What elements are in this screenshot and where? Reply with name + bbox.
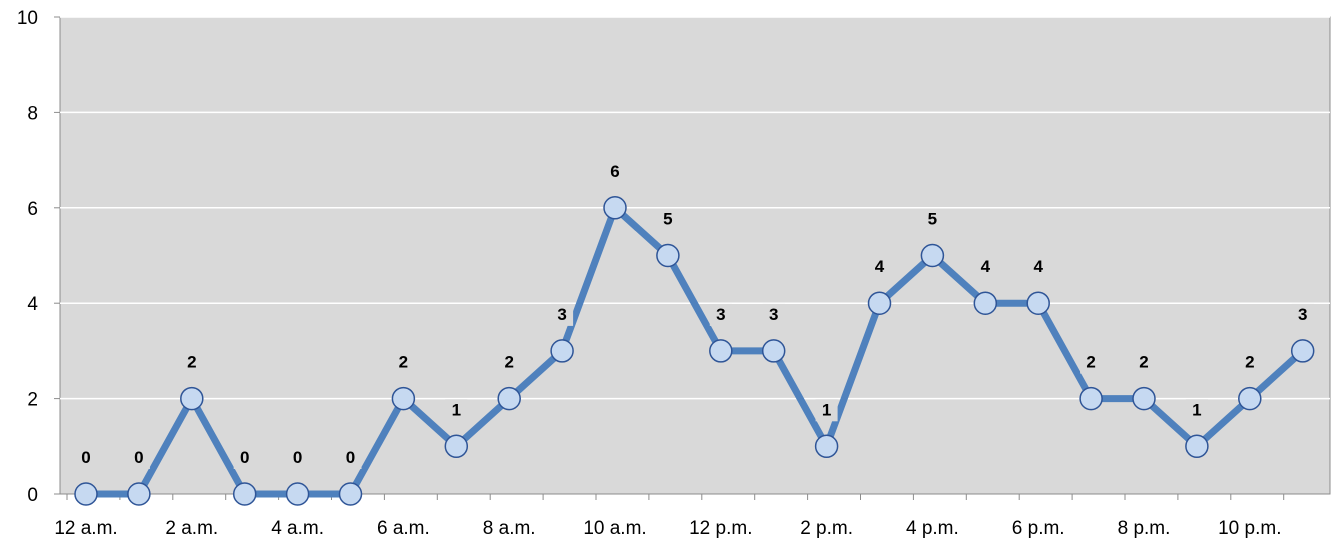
x-tick-label: 8 a.m. (483, 518, 536, 539)
x-axis-labels: 12 a.m. 2 a.m. 4 a.m. 6 a.m. 8 a.m. 10 a.m. 12… (54, 518, 1281, 539)
x-tick-label: 12 p.m. (689, 518, 752, 539)
data-point (550, 339, 574, 363)
data-label: 5 (928, 210, 937, 229)
data-label: 1 (1192, 400, 1201, 419)
y-tick-label: 4 (27, 294, 38, 315)
data-label-bg (551, 303, 574, 326)
x-tick-label: 6 p.m. (1012, 518, 1065, 539)
data-point (656, 243, 680, 268)
data-label: 6 (610, 162, 619, 181)
data-label-bg (1027, 256, 1050, 279)
x-tick-label: 6 a.m. (377, 518, 430, 539)
data-label: 2 (1086, 353, 1095, 372)
x-tick-label: 10 a.m. (583, 518, 646, 539)
data-label-bg (1238, 351, 1261, 374)
data-label-bg (1080, 351, 1103, 374)
x-tick-label: 2 a.m. (165, 518, 218, 539)
data-label: 4 (875, 257, 885, 276)
data-point (232, 482, 257, 506)
data-label: 2 (187, 353, 196, 372)
data-label-bg (604, 160, 626, 183)
data-point (814, 434, 839, 459)
data-label-bg (815, 399, 838, 422)
data-point (180, 386, 204, 411)
data-label: 3 (769, 305, 778, 324)
data-point (1079, 386, 1103, 411)
data-point (391, 386, 416, 411)
data-label: 3 (1298, 305, 1307, 324)
data-label-bg (180, 351, 203, 374)
x-tick-label: 12 a.m. (54, 518, 117, 539)
data-label: 0 (346, 448, 355, 467)
x-tick-label: 8 p.m. (1118, 518, 1171, 539)
data-label: 3 (557, 305, 566, 324)
data-label: 5 (663, 210, 672, 229)
data-point (444, 434, 469, 459)
data-point (1238, 386, 1262, 411)
data-label: 2 (399, 353, 408, 372)
data-labels: 0 0 2 0 0 0 2 1 2 3 6 5 3 3 1 4 5 4 4 2 2 1 2 3 (75, 160, 1314, 469)
data-point (285, 482, 310, 506)
plot-area (59, 16, 1331, 495)
data-label-bg (656, 208, 679, 231)
data-label-bg (762, 303, 785, 326)
data-point (338, 482, 363, 506)
data-label-bg (1185, 399, 1208, 422)
series-markers (74, 196, 1315, 506)
data-label: 4 (981, 257, 991, 276)
data-point (603, 196, 627, 220)
data-label-bg (1291, 303, 1314, 326)
data-point (127, 482, 151, 506)
data-label-bg (75, 447, 97, 469)
data-label: 0 (240, 448, 249, 467)
data-label-bg (709, 303, 732, 326)
data-label-bg (233, 447, 256, 469)
data-point (1290, 339, 1315, 363)
y-tick-label: 0 (27, 485, 38, 506)
x-tick-label: 4 a.m. (271, 518, 324, 539)
data-point (1132, 386, 1156, 411)
data-label-bg (127, 447, 150, 469)
data-label: 2 (1245, 353, 1254, 372)
y-tick-label: 8 (27, 103, 38, 124)
y-tick-label: 10 (17, 8, 38, 29)
data-point (761, 339, 786, 363)
y-tick-label: 2 (27, 390, 38, 411)
y-tick-label: 6 (27, 199, 38, 220)
x-tick-label: 2 p.m. (800, 518, 853, 539)
data-label-bg (921, 208, 944, 231)
data-label-bg (286, 447, 309, 469)
data-label: 4 (1033, 257, 1043, 276)
data-label: 3 (716, 305, 725, 324)
y-axis-labels: 0 2 4 6 8 10 (17, 8, 39, 506)
data-label: 2 (1139, 353, 1148, 372)
data-label: 1 (822, 400, 831, 419)
data-point (920, 243, 945, 268)
data-label: 0 (293, 448, 302, 467)
data-label-bg (339, 447, 362, 469)
data-point (973, 291, 998, 315)
x-tick-label: 10 p.m. (1218, 518, 1281, 539)
data-label-bg (392, 351, 415, 374)
data-point (1026, 291, 1050, 315)
x-tick-label: 4 p.m. (906, 518, 959, 539)
data-point (1185, 434, 1209, 459)
data-label-bg (445, 399, 468, 422)
data-label: 0 (134, 448, 143, 467)
data-point (74, 482, 98, 506)
data-label: 0 (81, 448, 90, 467)
data-point (497, 386, 521, 411)
data-label-bg (974, 256, 997, 279)
data-label: 1 (452, 400, 461, 419)
data-label-bg (1133, 351, 1155, 374)
data-point (867, 291, 892, 315)
data-label: 2 (504, 353, 513, 372)
data-label-bg (868, 256, 891, 279)
data-label-bg (498, 351, 521, 374)
data-point (709, 339, 733, 363)
